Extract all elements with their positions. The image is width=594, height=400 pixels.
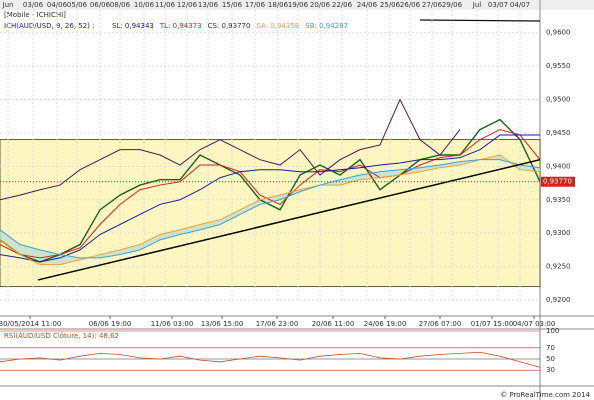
x-tick-label: 30/05/2014 11:00 [0, 320, 61, 328]
top-tick-label: Jun [2, 1, 14, 9]
y-tick-label: 0,9300 [546, 229, 571, 237]
top-tick-label: 26/06 [400, 1, 421, 9]
indicator-label: ICH(AUD/USD, 9, 26, 52) : [4, 22, 95, 30]
y-tick-label: 0,9600 [546, 29, 571, 37]
top-tick-label: 05/06 [67, 1, 88, 9]
header: [Mobile - ICHICHI] [4, 11, 66, 19]
top-tick-label: 24/06 [357, 1, 378, 9]
legend-entry: SA: 0,94358 [256, 22, 299, 30]
last-price-box [541, 176, 575, 187]
rsi-line [0, 351, 541, 368]
y-tick-label: 0,9500 [546, 96, 571, 104]
legend-entry: SB: 0,94287 [305, 22, 348, 30]
y-tick-label: 0,9350 [546, 196, 571, 204]
rsi-tick-label: 50 [546, 355, 555, 363]
top-tick-label: 11/06 [155, 1, 176, 9]
x-tick-label: 20/06 11:00 [312, 320, 355, 328]
copyright: © ProRealTime.com 2014 [500, 391, 590, 399]
top-tick-label: 20/06 [310, 1, 331, 9]
top-tick-label: 27/06 [422, 1, 443, 9]
x-tick-label: 13/06 15:00 [201, 320, 244, 328]
series-line [0, 129, 541, 259]
series-line [0, 134, 540, 263]
legend-entry: TL: 0,94373 [159, 22, 202, 30]
resistance-line [419, 19, 541, 22]
x-tick-label: 27/06 07:00 [419, 320, 462, 328]
y-tick-label: 0,9550 [546, 62, 571, 70]
top-tick-label: Jul [472, 1, 482, 9]
rsi-tick-label: 30 [546, 366, 555, 374]
top-tick-label: 08/06 [110, 1, 131, 9]
rsi-label: RSI(AUD/USD Clôture, 14): 48,62 [4, 332, 119, 340]
x-tick-label: 17/06 23:00 [256, 320, 299, 328]
top-tick-label: 18/06 [268, 1, 289, 9]
series-line [0, 98, 461, 201]
y-tick-label: 0,9450 [546, 129, 571, 137]
series-line [0, 154, 541, 266]
top-tick-label: 17/06 [245, 1, 266, 9]
top-tick-label: 15/06 [222, 1, 243, 9]
x-tick-label: 06/06 19:00 [89, 320, 132, 328]
x-tick-label: 01/07 15:00 [471, 320, 514, 328]
trendline [37, 158, 541, 281]
series-line [0, 159, 541, 259]
top-tick-label: 03/06 [23, 1, 44, 9]
rsi-tick-label: 70 [546, 344, 555, 352]
top-tick-label: 06/06 [90, 1, 111, 9]
legend-entry: SL: 0,94343 [112, 22, 154, 30]
date-bar [0, 0, 594, 10]
top-tick-label: 10/06 [134, 1, 155, 9]
rsi-tick-label: 100 [546, 327, 559, 335]
series-line [0, 118, 541, 263]
top-tick-label: 29/06 [442, 1, 463, 9]
top-tick-label: 03/07 [488, 1, 508, 9]
y-tick-label: 0,9250 [546, 263, 571, 271]
legend-entry: CS: 0,93770 [208, 22, 251, 30]
y-tick-label: 0,9400 [546, 162, 571, 170]
top-tick-label: 19/06 [288, 1, 309, 9]
y-tick-label: 0,9200 [546, 296, 571, 304]
top-tick-label: 12/06 [177, 1, 198, 9]
top-tick-label: 22/06 [332, 1, 353, 9]
x-tick-label: 11/06 03:00 [151, 320, 194, 328]
top-tick-label: 04/07 [510, 1, 530, 9]
x-tick-label: 04/07 03:00 [513, 320, 556, 328]
top-tick-label: 25/06 [380, 1, 401, 9]
top-tick-label: 04/06 [47, 1, 68, 9]
top-tick-label: 13/06 [198, 1, 219, 9]
x-tick-label: 24/06 19:00 [364, 320, 407, 328]
last-price-label: 0,93770 [543, 178, 572, 186]
